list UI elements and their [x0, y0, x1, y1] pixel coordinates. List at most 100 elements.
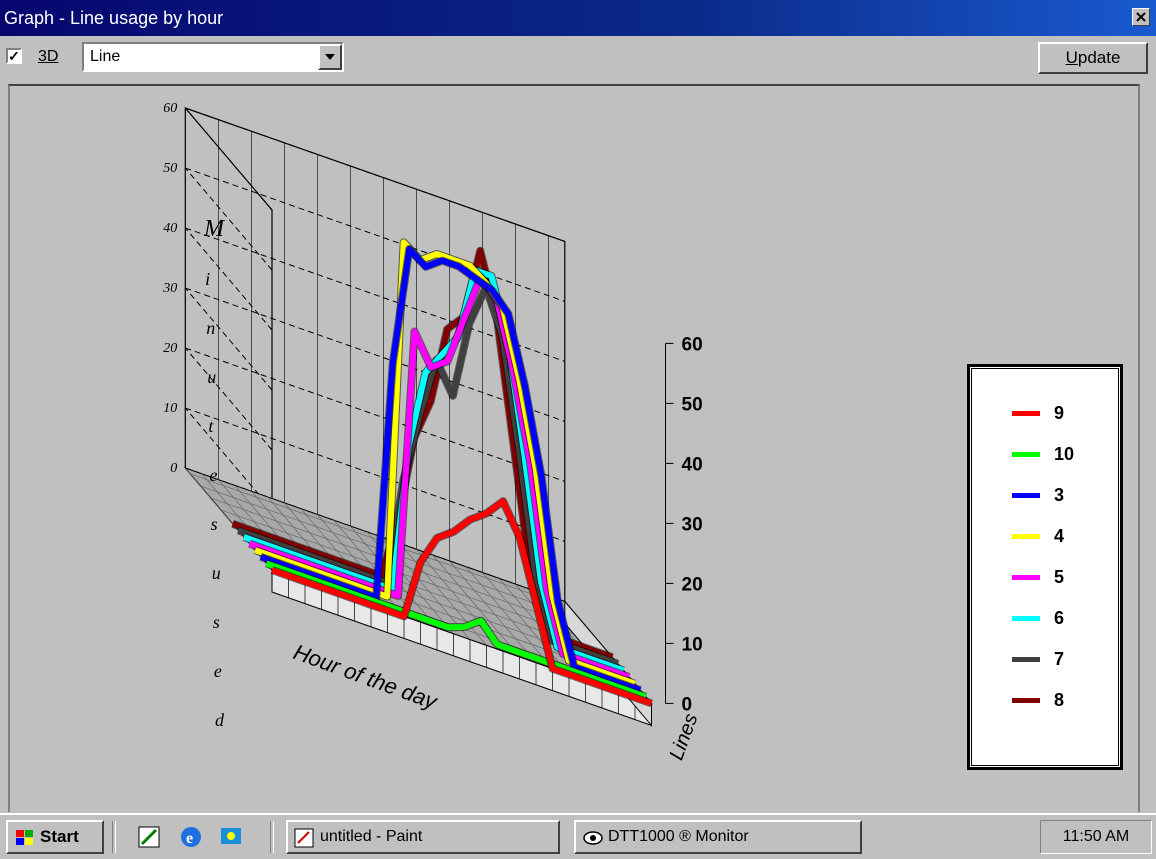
legend-item: 7	[1012, 647, 1112, 671]
legend-item: 5	[1012, 565, 1112, 589]
close-icon	[1136, 12, 1146, 22]
back-wall-edge	[184, 107, 566, 602]
legend-item: 9	[1012, 401, 1112, 425]
chart-type-value: Line	[90, 48, 121, 65]
toolbar: ✓ 3D Line Update	[0, 36, 1156, 82]
title-bar: Graph - Line usage by hour	[0, 0, 1156, 36]
x-axis-title: Hour of the day	[290, 639, 442, 715]
legend-label: 6	[1054, 608, 1065, 628]
dropdown-button[interactable]	[318, 44, 342, 70]
y-tick-label-left: 50	[163, 161, 177, 176]
y-tick-label-left: 60	[163, 101, 177, 116]
legend-label: 3	[1054, 485, 1065, 505]
taskbar: Start e untitled - Paint DTT1000 ® Monit…	[0, 813, 1156, 859]
y-tick-label-left: 0	[170, 461, 177, 476]
legend-label: 5	[1054, 567, 1065, 587]
y-axis-title-letter: u	[207, 367, 216, 387]
y-axis-title-letter: e	[214, 661, 222, 681]
legend-label: 4	[1054, 526, 1065, 546]
three-d-checkbox[interactable]: ✓	[6, 48, 22, 64]
taskbar-separator	[112, 821, 116, 853]
legend-item: 6	[1012, 606, 1112, 630]
y-axis-title-letter: n	[206, 318, 215, 338]
legend-swatch	[1012, 411, 1040, 416]
y-axis-title-letter: d	[215, 710, 225, 730]
z-axis-title: Lines	[666, 711, 703, 763]
taskbar-separator	[270, 821, 274, 853]
grid-line	[184, 227, 273, 331]
legend-swatch	[1012, 575, 1040, 580]
eye-icon	[583, 831, 603, 845]
chevron-down-icon	[325, 54, 335, 60]
grid-line	[184, 347, 273, 451]
y-axis-title-letter: i	[205, 269, 210, 289]
legend-swatch	[1012, 493, 1040, 498]
y-axis-title-letter: s	[213, 612, 220, 632]
chart-legend: 9 10 3 4 5 6 7 8	[967, 364, 1123, 770]
y-tick-label-right: 40	[682, 454, 703, 475]
series-line-9	[271, 498, 653, 707]
y-tick-label-left: 10	[163, 401, 177, 416]
grid-line	[184, 287, 273, 391]
legend-item: 3	[1012, 483, 1112, 507]
floor-grid-line	[432, 554, 520, 658]
legend-label: 8	[1054, 690, 1065, 710]
grid-line	[185, 407, 565, 542]
y-axis-title-letter: e	[210, 465, 218, 485]
floor-grid-line	[449, 560, 537, 663]
window-title: Graph - Line usage by hour	[4, 8, 224, 28]
series-line-3	[259, 246, 642, 694]
y-tick-label-right: 60	[682, 334, 703, 355]
y-tick-label-left: 30	[162, 281, 177, 296]
internet-explorer-icon[interactable]: e	[178, 824, 204, 850]
y-tick-label-right: 10	[682, 634, 703, 655]
y-axis-title-letter: M	[203, 216, 226, 242]
legend-item: 8	[1012, 688, 1112, 712]
three-d-label: 3D	[38, 48, 59, 65]
side-wall-edge	[184, 107, 273, 570]
grid-line	[184, 167, 273, 271]
y-tick-label-right: 50	[682, 394, 703, 415]
y-tick-label-left: 40	[163, 221, 177, 236]
y-axis-title-letter: u	[212, 563, 221, 583]
floor-grid-line	[399, 543, 487, 646]
start-button[interactable]: Start	[6, 820, 104, 854]
y-tick-label-right: 30	[682, 514, 703, 535]
legend-swatch	[1012, 534, 1040, 539]
legend-swatch	[1012, 616, 1040, 621]
grid-line	[185, 347, 565, 482]
floor-grid-line	[465, 566, 553, 669]
channels-icon[interactable]	[218, 824, 244, 850]
update-button[interactable]: Update	[1038, 42, 1148, 74]
y-tick-label-right: 20	[682, 574, 703, 595]
floor-grid-line	[482, 572, 570, 675]
task-dtt-monitor[interactable]: DTT1000 ® Monitor	[574, 820, 862, 854]
grid-line	[185, 287, 565, 422]
task-label: untitled - Paint	[320, 828, 423, 845]
legend-swatch	[1012, 698, 1040, 703]
legend-item: 4	[1012, 524, 1112, 548]
svg-text:e: e	[186, 830, 193, 847]
chart-type-select[interactable]: Line	[82, 42, 344, 72]
legend-swatch	[1012, 452, 1040, 457]
y-axis-title-letter: s	[211, 514, 218, 534]
legend-label: 10	[1054, 444, 1075, 464]
paint-brush-icon[interactable]	[136, 824, 162, 850]
legend-label: 9	[1054, 403, 1065, 423]
clock: 11:50 AM	[1040, 820, 1152, 854]
windows-logo-icon	[16, 830, 33, 845]
close-button[interactable]	[1132, 8, 1150, 26]
series-line-10	[265, 560, 647, 700]
task-paint[interactable]: untitled - Paint	[286, 820, 560, 854]
y-tick-label-right: 0	[682, 694, 693, 715]
legend-swatch	[1012, 657, 1040, 662]
y-axis-title-letter: t	[208, 416, 214, 436]
grid-line	[185, 167, 565, 302]
legend-item: 10	[1012, 442, 1112, 466]
start-label: Start	[40, 827, 79, 846]
legend-label: 7	[1054, 649, 1065, 669]
y-tick-label-left: 20	[163, 341, 177, 356]
task-label: DTT1000 ® Monitor	[608, 828, 749, 845]
line-usage-chart: 0 0 10 10 20 20 30 30 40 40 50 50 60 60 Mi n u t e s u s e d Hou…	[162, 101, 703, 763]
